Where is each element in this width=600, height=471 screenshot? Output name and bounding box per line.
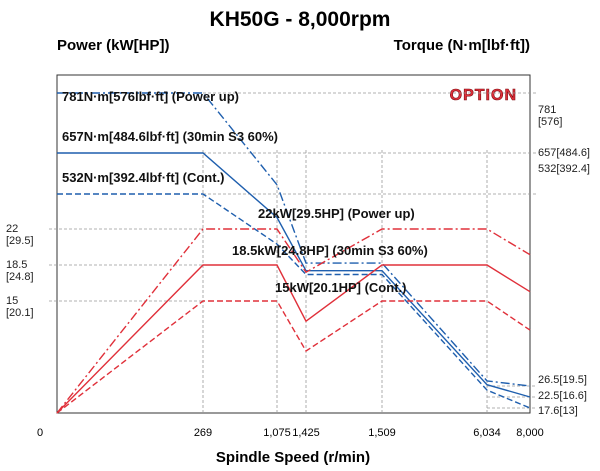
series-line	[57, 193, 531, 409]
series-label: 18.5kW[24.8HP] (30min S3 60%)	[232, 243, 428, 258]
x-tick-label: 1,425	[292, 427, 320, 439]
y2-tick-label: 22.5[16.6]	[538, 390, 587, 402]
series-label: 22kW[29.5HP] (Power up)	[258, 206, 415, 221]
y2-tick-label: 781 [576]	[538, 104, 563, 128]
x-tick-label: 1,075	[263, 427, 291, 439]
series-label: 15kW[20.1HP] (Cont.)	[275, 280, 406, 295]
y2-tick-label: 17.6[13]	[538, 405, 578, 417]
x-tick-label: 1,509	[368, 427, 396, 439]
plot-frame	[56, 74, 531, 414]
y2-axis-label: Torque (N·m[lbf·ft])	[394, 37, 530, 54]
chart-title: KH50G - 8,000rpm	[210, 8, 391, 31]
series-line	[57, 92, 531, 387]
series-line	[57, 152, 531, 398]
y2-tick-label: 532[392.4]	[538, 163, 590, 175]
series-label: 657N·m[484.6lbf·ft] (30min S3 60%)	[62, 129, 278, 144]
option-badge: OPTION	[450, 87, 517, 104]
y-tick-label: 18.5 [24.8]	[6, 259, 34, 283]
series-label: 781N·m[576lbf·ft] (Power up)	[62, 89, 239, 104]
x-tick-label: 0	[37, 427, 43, 439]
y2-tick-label: 657[484.6]	[538, 147, 590, 159]
x-tick-label: 269	[194, 427, 212, 439]
series-line	[56, 264, 531, 414]
series-line	[56, 228, 531, 414]
series-label: 532N·m[392.4lbf·ft] (Cont.)	[62, 170, 225, 185]
x-axis-label: Spindle Speed (r/min)	[216, 449, 370, 466]
series-line	[56, 300, 531, 414]
y-tick-label: 22 [29.5]	[6, 223, 34, 247]
x-tick-label: 6,034	[473, 427, 501, 439]
y-axis-label: Power (kW[HP])	[57, 37, 170, 54]
y2-tick-label: 26.5[19.5]	[538, 374, 587, 386]
x-tick-label: 8,000	[516, 427, 544, 439]
y-tick-label: 15 [20.1]	[6, 295, 34, 319]
